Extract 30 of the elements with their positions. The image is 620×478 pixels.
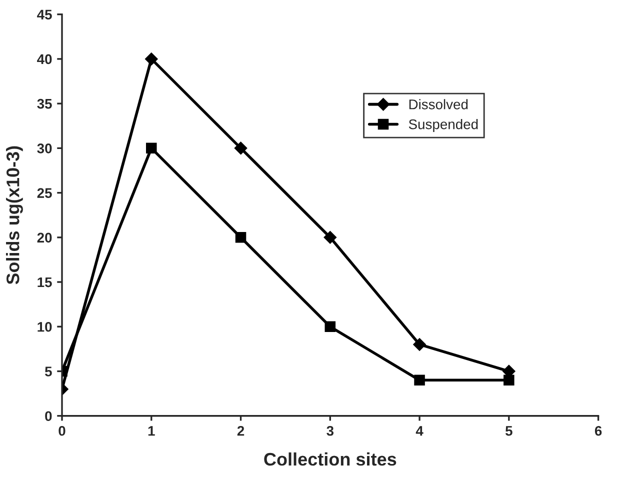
y-tick-label: 35	[37, 98, 52, 109]
y-tick-label: 20	[37, 232, 52, 243]
y-tick-label: 25	[37, 188, 52, 198]
y-tick-label: 0	[45, 411, 52, 422]
y-tick-label: 5	[44, 366, 52, 376]
x-tick-label: 1	[148, 426, 155, 436]
point	[414, 374, 425, 386]
point	[324, 321, 336, 332]
x-tick-label: 6	[594, 426, 602, 436]
point	[413, 338, 426, 351]
y-tick-label: 10	[38, 322, 52, 332]
y-axis-title: Solids ug(x10-3)	[6, 146, 23, 284]
y-tick-label: 45	[37, 10, 52, 20]
point	[144, 52, 158, 66]
point	[504, 374, 514, 386]
x-axis-title: Collection sites	[264, 452, 396, 466]
x-tick-label: 2	[237, 426, 244, 436]
legend-label: Dissolved	[409, 99, 468, 110]
x-tick-label: 0	[58, 426, 66, 436]
point	[234, 142, 248, 155]
legend-label: Suspended	[408, 119, 478, 132]
point	[235, 232, 246, 243]
y-tick-label: 30	[37, 144, 52, 154]
y-tick-label: 40	[37, 54, 52, 64]
x-tick-label: 4	[416, 426, 424, 436]
x-tick-label: 5	[505, 426, 512, 436]
x-tick-label: 3	[326, 426, 334, 436]
y-tick-label: 15	[38, 277, 52, 288]
point	[146, 142, 157, 154]
point	[324, 230, 337, 244]
